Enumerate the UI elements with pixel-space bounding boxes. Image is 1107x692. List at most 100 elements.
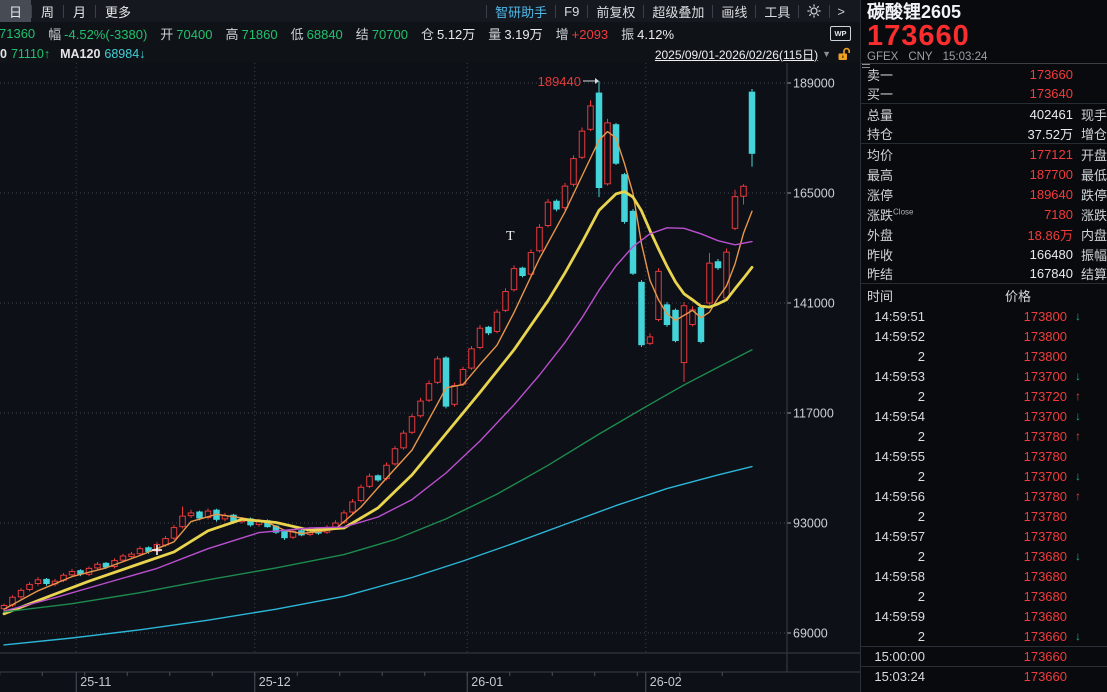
menu-item-1[interactable]: 智研助手 bbox=[495, 4, 548, 20]
text-cursor-icon: T bbox=[506, 229, 515, 244]
menu-item-2[interactable]: F9 bbox=[564, 3, 580, 19]
tick-price: 173720 bbox=[1023, 388, 1067, 404]
stat-row: 外盘 18.86万 内盘 bbox=[861, 224, 1107, 244]
y-axis-label: 189000 bbox=[793, 77, 835, 91]
candle-body bbox=[374, 475, 382, 481]
stat-label: 昨收 bbox=[867, 247, 894, 263]
candlestick-chart[interactable]: 189000 165000 141000 117000 93000 69000 25-11 2… bbox=[0, 63, 860, 692]
tick-price: 173780 bbox=[1023, 488, 1067, 504]
candle-body bbox=[561, 185, 569, 209]
candle-body bbox=[655, 270, 662, 320]
chevron-down-icon[interactable]: ▼ bbox=[822, 49, 831, 59]
candle-body bbox=[43, 578, 50, 584]
tick-row: 2 173660 ↓ bbox=[861, 626, 1107, 646]
up-arrow-icon: ↑ bbox=[1075, 389, 1081, 403]
tick-row: 14:59:54 173700 ↓ bbox=[861, 406, 1107, 426]
candle-body bbox=[34, 579, 42, 584]
up-arrow-icon: ↑ bbox=[1075, 489, 1081, 503]
candle-body bbox=[697, 307, 705, 342]
quote-row-label: 卖一 bbox=[867, 67, 894, 83]
tick-price: 173800 bbox=[1023, 308, 1067, 324]
quote-time: 15:03:24 bbox=[942, 51, 988, 63]
candle-body bbox=[128, 553, 135, 557]
stat-value: 18.86万 bbox=[1027, 227, 1073, 243]
tick-row: 14:59:59 173680 bbox=[861, 606, 1107, 626]
wp-window-icon[interactable]: WP bbox=[830, 26, 851, 41]
ticks-price-header: 价格 bbox=[1005, 289, 1032, 304]
tick-time: 14:59:54 bbox=[874, 408, 925, 424]
tick-price: 173700 bbox=[1023, 468, 1067, 484]
info-value: 71860 bbox=[241, 27, 278, 42]
tick-price: 173660 bbox=[1023, 669, 1067, 684]
info-label: 增 bbox=[555, 27, 569, 42]
quote-meta: GFEX CNY 15:03:24 bbox=[867, 51, 1107, 63]
stat-label: 涨停 bbox=[867, 187, 894, 203]
stat-label: 涨跌Close bbox=[867, 207, 914, 223]
tick-price: 173800 bbox=[1023, 328, 1067, 344]
tick-row: 14:59:56 173780 ↑ bbox=[861, 486, 1107, 506]
menu-item-6[interactable]: 工具 bbox=[764, 4, 791, 20]
tick-row: 14:59:52 173800 bbox=[861, 326, 1107, 346]
stat-row: 涨跌Close 7180 涨跌 bbox=[861, 204, 1107, 224]
info-label: 开 bbox=[160, 27, 174, 42]
x-axis-label: 25-12 bbox=[259, 675, 291, 689]
stat-value: 402461 bbox=[1029, 106, 1073, 122]
stat-row: 涨停 189640 跌停 bbox=[861, 184, 1107, 204]
panel-resize-handle[interactable] bbox=[862, 62, 870, 70]
candle-body bbox=[17, 589, 25, 598]
stat-right-label: 跌停 bbox=[1081, 187, 1107, 203]
stat-right-label: 增仓 bbox=[1081, 127, 1107, 142]
date-range[interactable]: 2025/09/01-2026/02/26(115日) bbox=[654, 47, 819, 62]
tick-price: 173680 bbox=[1023, 548, 1067, 564]
bid-row[interactable]: 买一 173640 bbox=[861, 84, 1107, 104]
currency-label: CNY bbox=[908, 51, 933, 63]
ma-label: MA120 bbox=[60, 47, 101, 61]
stat-value: 189640 bbox=[1029, 186, 1073, 202]
candle-body bbox=[536, 226, 543, 252]
stat-value: 7180 bbox=[1044, 206, 1073, 222]
quote-info-row: 71360 幅 -4.52%(-3380) 开 70400 高 71860 低 68840 结 70… bbox=[0, 22, 860, 45]
stat-row: 最高 187700 最低 bbox=[861, 164, 1107, 184]
chart-column: 日周 月 更多 智研助手 F9 前复权 超级叠加 画线 工具 > 71360 幅 -4.52%(-3… bbox=[0, 0, 860, 692]
ma-value: 71110↑ bbox=[10, 47, 51, 61]
down-arrow-icon: ↓ bbox=[1075, 469, 1081, 483]
quote-info-item: 开 70400 bbox=[160, 24, 212, 43]
candle-body bbox=[544, 201, 552, 227]
candle-body bbox=[400, 432, 407, 449]
tick-price: 173780 bbox=[1023, 428, 1067, 444]
menu-item-5[interactable]: 画线 bbox=[721, 4, 748, 20]
candle-body bbox=[629, 210, 637, 274]
period-tab-2[interactable]: 周 bbox=[41, 4, 55, 20]
time-sales-list[interactable]: 14:59:51 173800 ↓ 14:59:52 173800 2 173800 14:5… bbox=[861, 306, 1107, 686]
stat-row: 均价 177121 开盘 bbox=[861, 144, 1107, 164]
period-tab-1[interactable]: 日 bbox=[0, 0, 32, 23]
candle-body bbox=[485, 326, 492, 334]
stat-label: 最高 bbox=[867, 167, 894, 183]
period-tab-3[interactable]: 月 bbox=[73, 4, 87, 20]
quote-panel: 碳酸锂2605 173660 GFEX CNY 15:03:24 卖一 173660 买… bbox=[860, 0, 1107, 692]
unlock-icon[interactable] bbox=[837, 47, 850, 61]
down-arrow-icon: ↓ bbox=[1075, 309, 1081, 323]
last-price: 173660 bbox=[867, 20, 970, 52]
tab-separator bbox=[63, 4, 65, 18]
candle-body bbox=[706, 262, 713, 304]
menu-separator bbox=[712, 4, 714, 18]
tick-time: 2 bbox=[917, 588, 925, 604]
ma-item: 0 71110↑ bbox=[0, 47, 50, 61]
gear-icon[interactable] bbox=[799, 3, 829, 19]
menu-item-4[interactable]: 超级叠加 bbox=[652, 4, 705, 20]
tick-time: 2 bbox=[917, 468, 925, 484]
menu-separator bbox=[555, 4, 557, 18]
tick-row: 2 173780 ↑ bbox=[861, 426, 1107, 446]
menu-item-3[interactable]: 前复权 bbox=[596, 4, 636, 20]
ma-values: 0 71110↑ MA120 68984↓ bbox=[0, 47, 155, 61]
tick-row: 14:59:55 173780 bbox=[861, 446, 1107, 466]
chevron-right-icon[interactable]: > bbox=[837, 3, 845, 19]
stat-right-label: 涨跌 bbox=[1081, 207, 1107, 223]
tick-time: 14:59:58 bbox=[874, 568, 925, 584]
period-tab-4[interactable]: 更多 bbox=[105, 4, 132, 20]
candle-body bbox=[408, 416, 416, 433]
candle-body bbox=[723, 251, 730, 299]
ask-row[interactable]: 卖一 173660 bbox=[861, 64, 1107, 84]
ma-label: 0 bbox=[0, 47, 7, 61]
